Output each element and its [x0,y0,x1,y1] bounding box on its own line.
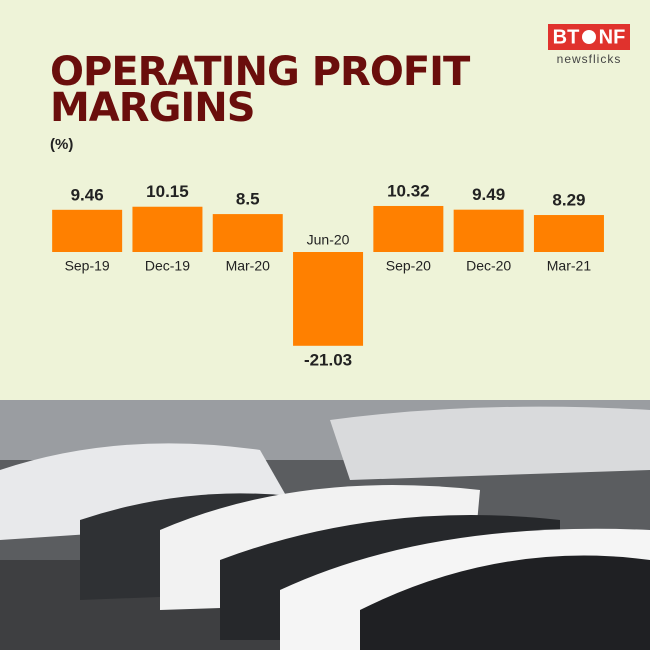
bar [373,205,444,252]
logo-icon [582,30,596,44]
value-label: 9.46 [71,185,104,204]
bar [293,252,364,346]
value-label: -21.03 [304,350,352,369]
chart-title: MARGINS [50,85,255,131]
logo-right: NF [599,26,626,48]
value-label: 9.49 [472,185,505,204]
x-tick-label: Dec-19 [145,258,190,274]
chart-title: OPERATING PROFIT [50,49,471,95]
x-tick-label: Mar-21 [547,258,592,274]
x-tick-label: Mar-20 [226,258,271,274]
value-label: 8.29 [552,191,585,210]
value-label: 10.32 [387,181,430,200]
chart-subtitle: (%) [50,136,73,153]
logo: BT NF newsflicks [548,24,630,66]
logo-tagline: newsflicks [557,52,622,66]
bar [132,206,203,252]
value-label: 8.5 [236,190,260,209]
x-tick-label: Dec-20 [466,258,511,274]
bar [52,209,123,252]
bar [453,209,524,252]
x-tick-label: Sep-20 [386,258,431,274]
x-tick-label: Jun-20 [307,232,350,248]
bar [533,215,604,252]
photo [0,400,650,650]
x-tick-label: Sep-19 [65,258,110,274]
bar [212,214,283,252]
value-label: 10.15 [146,182,189,201]
logo-left: BT [553,26,580,48]
